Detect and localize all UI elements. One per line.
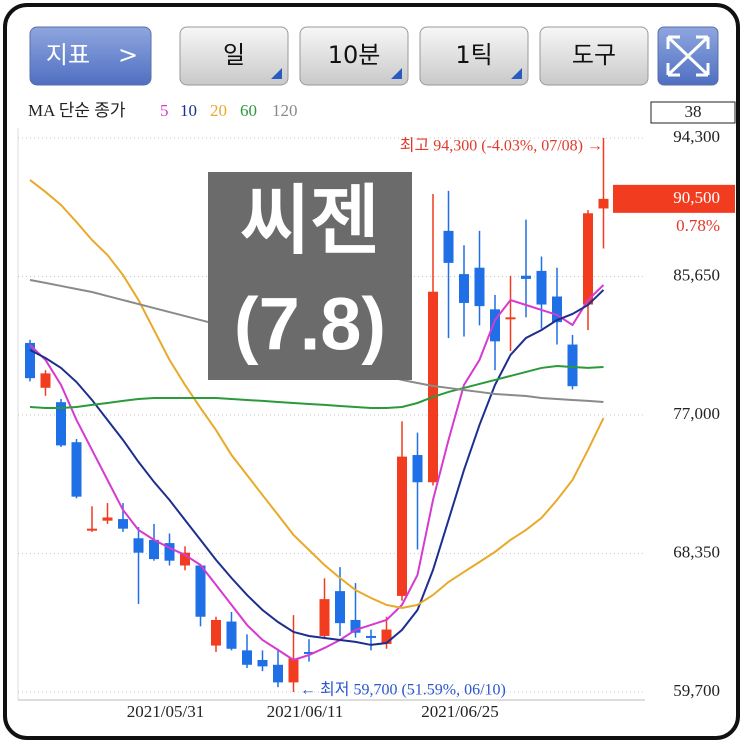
dropdown-indicator xyxy=(511,68,522,79)
legend-entry: 10 xyxy=(180,101,197,120)
candle-body xyxy=(242,650,252,665)
ma-label: MA 단순 종가 xyxy=(28,101,126,120)
candle-body xyxy=(319,599,330,636)
tools-button[interactable] xyxy=(539,26,649,86)
candle-body xyxy=(381,629,392,644)
legend-entry: 60 xyxy=(240,101,257,120)
ma-line xyxy=(29,365,604,409)
watermark-title: 씨젠 xyxy=(240,176,380,265)
current-price-label: 90,500 xyxy=(673,188,720,207)
candle-body xyxy=(226,621,237,649)
interval-button[interactable] xyxy=(299,26,409,86)
x-tick-label: 2021/06/25 xyxy=(421,702,498,721)
legend-entry: 20 xyxy=(210,101,227,120)
y-tick-label: 77,000 xyxy=(673,404,720,423)
button-arrow: > xyxy=(118,41,138,69)
y-tick-label: 68,350 xyxy=(673,542,720,561)
x-tick-label: 2021/05/31 xyxy=(127,702,204,721)
fullscreen-icon xyxy=(666,35,710,77)
candle-body xyxy=(567,344,578,387)
watermark-date: (7.8) xyxy=(234,283,386,366)
count-box xyxy=(650,101,736,124)
button-label: 1틱 xyxy=(455,41,492,69)
candle-body xyxy=(118,519,128,529)
button-label: 지표 xyxy=(46,41,90,69)
watermark: 씨젠 (7.8) xyxy=(208,172,412,380)
candle-body xyxy=(335,591,345,624)
candle-body xyxy=(474,267,485,307)
candle-body xyxy=(598,198,609,209)
candle-body xyxy=(71,442,82,497)
period-button[interactable] xyxy=(179,26,289,86)
candle-body xyxy=(505,317,516,320)
min-annotation: ← 최저 59,700 (51.59%, 06/10) xyxy=(300,681,506,699)
current-price-box xyxy=(613,184,735,213)
candle-body xyxy=(350,619,361,633)
candle-body xyxy=(552,296,562,323)
legend-entry: 120 xyxy=(272,101,298,120)
candle-body xyxy=(490,309,500,342)
ma-line xyxy=(29,284,605,662)
candle-body xyxy=(40,373,51,388)
candle-body xyxy=(149,539,159,560)
toolbar: 지표 > 일 10분 1틱 도구 xyxy=(29,26,719,86)
ma-line xyxy=(29,179,605,609)
ma-line xyxy=(29,289,605,646)
candle-body xyxy=(164,543,175,561)
candle-body xyxy=(273,664,283,683)
y-tick-label: 59,700 xyxy=(673,681,720,700)
candle-body xyxy=(102,517,113,521)
x-tick-label: 2021/06/11 xyxy=(267,702,344,721)
candle-body xyxy=(180,552,190,566)
candle-body xyxy=(459,274,469,303)
max-annotation: 최고 94,300 (-4.03%, 07/08) → xyxy=(400,137,603,155)
candle-body xyxy=(195,565,206,617)
tick-button[interactable] xyxy=(419,26,529,86)
candle-body xyxy=(25,342,35,379)
candle-body xyxy=(257,659,268,667)
candle-body xyxy=(443,230,454,263)
candle-body xyxy=(412,455,423,483)
y-tick-label: 85,650 xyxy=(673,265,720,284)
count-label: 38 xyxy=(685,102,702,121)
indicator-button[interactable] xyxy=(29,26,152,86)
candle-body xyxy=(397,456,407,596)
legend-entry: 5 xyxy=(160,101,169,120)
y-tick-label: 94,300 xyxy=(673,127,720,146)
dropdown-indicator xyxy=(391,68,402,79)
candle-body xyxy=(211,619,221,646)
candle-body xyxy=(304,651,314,654)
button-label: 일 xyxy=(223,41,245,69)
candle-body xyxy=(536,270,547,305)
candle-body xyxy=(56,402,66,446)
candle-body xyxy=(87,528,97,531)
candle-body xyxy=(133,538,144,553)
candle-body xyxy=(583,213,593,305)
dropdown-indicator xyxy=(271,68,282,79)
candle-body xyxy=(288,658,299,683)
watermark-box xyxy=(208,172,412,380)
candle-body xyxy=(366,635,376,638)
candle-body xyxy=(521,275,531,279)
current-change-label: 0.78% xyxy=(676,216,720,235)
button-label: 10분 xyxy=(328,41,381,69)
button-label: 도구 xyxy=(572,41,616,69)
